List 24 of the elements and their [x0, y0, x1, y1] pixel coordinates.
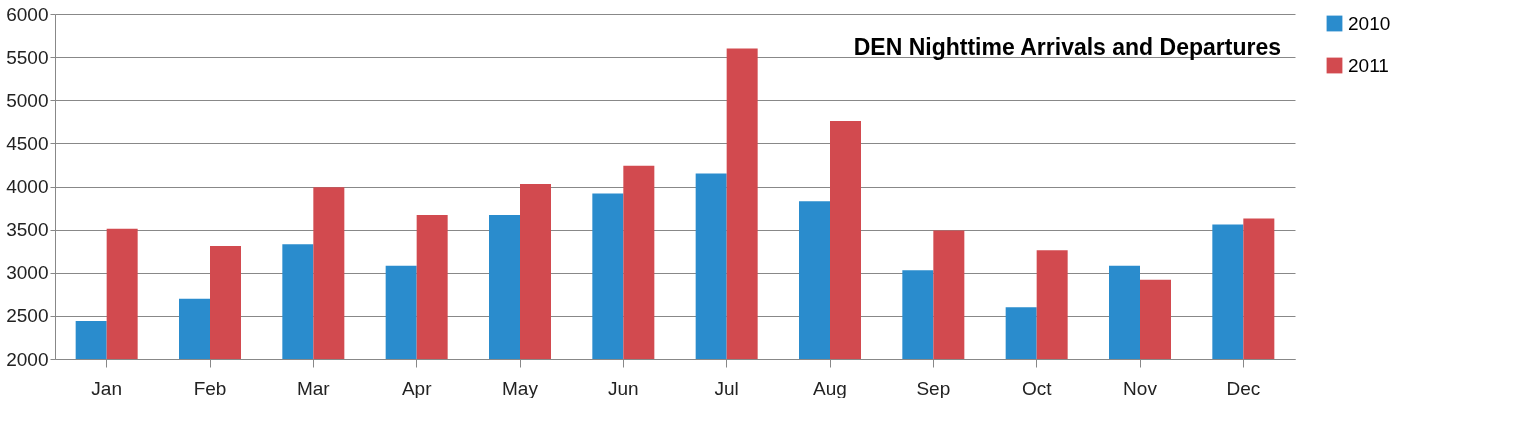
y-tick-label: 6000	[6, 3, 49, 25]
text: DEN Nighttime Arrivals and Departures	[853, 34, 1281, 60]
y-tick-label: 2000	[6, 348, 49, 370]
y-tick-label: 4000	[6, 176, 49, 197]
legend-label: 2010	[1348, 12, 1391, 34]
y-tick-label: 3500	[6, 219, 49, 241]
x-tick-label: Apr	[401, 377, 433, 399]
x-tick-label: Oct	[1021, 377, 1053, 399]
x-tick-label: Sep	[916, 377, 951, 399]
y-tick-label: 3000	[6, 262, 49, 284]
x-tick-label: May	[502, 377, 539, 399]
x-tick-label: Aug	[813, 377, 847, 399]
x-tick-label: Jul	[714, 377, 739, 399]
y-tick-label: 4500	[6, 132, 49, 154]
x-tick-label: Mar	[296, 377, 331, 399]
y-tick-label: 5500	[6, 46, 49, 68]
legend-label: 2011	[1348, 54, 1389, 76]
x-tick-label: Nov	[1123, 377, 1158, 399]
y-tick-label: 5000	[6, 89, 49, 111]
y-tick-label: 2500	[6, 305, 49, 327]
x-tick-label: Jan	[91, 377, 122, 399]
x-tick-label: Feb	[193, 377, 227, 399]
x-tick-label: Dec	[1226, 377, 1261, 399]
x-tick-label: Jun	[608, 377, 639, 399]
